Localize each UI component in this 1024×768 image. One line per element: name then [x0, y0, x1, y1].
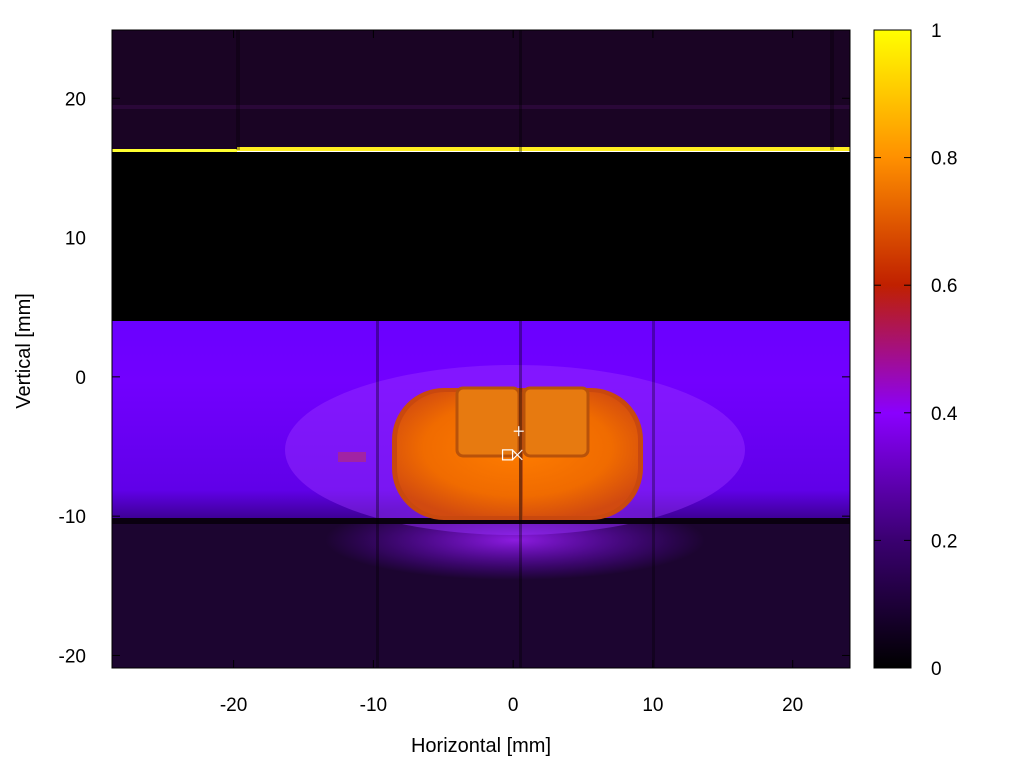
upper-left-seam	[236, 30, 240, 150]
colorbar-tick-label: 0.6	[931, 276, 957, 297]
y-tick-label: 10	[65, 229, 86, 250]
right-seam	[652, 320, 655, 668]
colorbar-tick-label: 1	[931, 21, 942, 42]
y-tick-label: -10	[59, 507, 86, 528]
markers	[501, 426, 524, 461]
spot-center-seam	[519, 388, 523, 520]
bright-edge-line-right	[237, 147, 850, 151]
colorbar: 0 0.2 0.4 0.6 0.8 1	[873, 21, 958, 680]
y-axis-title: Vertical [mm]	[13, 293, 35, 409]
beam-spot-upper-left-lobe	[455, 386, 521, 458]
colorbar-tick-label: 0	[931, 659, 942, 680]
cross-marker	[511, 449, 523, 461]
x-tick-label: 10	[642, 695, 663, 716]
heatmap-image	[112, 30, 850, 668]
colorbar-ticks: 0 0.2 0.4 0.6 0.8 1	[874, 21, 958, 680]
left-seam	[376, 320, 379, 668]
left-side-feature	[338, 452, 366, 462]
band-lower-edge	[112, 518, 850, 524]
x-tick-label: 0	[508, 695, 519, 716]
x-axis: -20 -10 0 10 20	[220, 30, 803, 716]
beam-spot-upper-right-lobe	[522, 386, 590, 458]
top-band-stripe	[112, 105, 850, 109]
y-tick-label: 0	[75, 368, 86, 389]
top-band	[112, 30, 850, 150]
x-axis-title: Horizontal [mm]	[411, 735, 551, 757]
colorbar-gradient	[873, 29, 912, 669]
colorbar-tick-label: 0.8	[931, 149, 957, 170]
bright-edge-line-left	[112, 149, 237, 152]
colorbar-tick-label: 0.2	[931, 531, 957, 552]
square-marker	[501, 449, 514, 461]
x-tick-label: -20	[220, 695, 247, 716]
y-tick-label: -20	[59, 646, 86, 667]
dark-gap	[112, 152, 850, 322]
x-tick-label: -10	[360, 695, 387, 716]
colorbar-tick-label: 0.4	[931, 404, 958, 425]
vertical-seam	[519, 30, 522, 668]
plot-frame	[111, 29, 851, 669]
upper-right-seam	[830, 30, 834, 150]
y-tick-label: 20	[65, 89, 86, 110]
y-axis: 20 10 0 -10 -20	[59, 89, 850, 667]
x-tick-label: 20	[782, 695, 803, 716]
